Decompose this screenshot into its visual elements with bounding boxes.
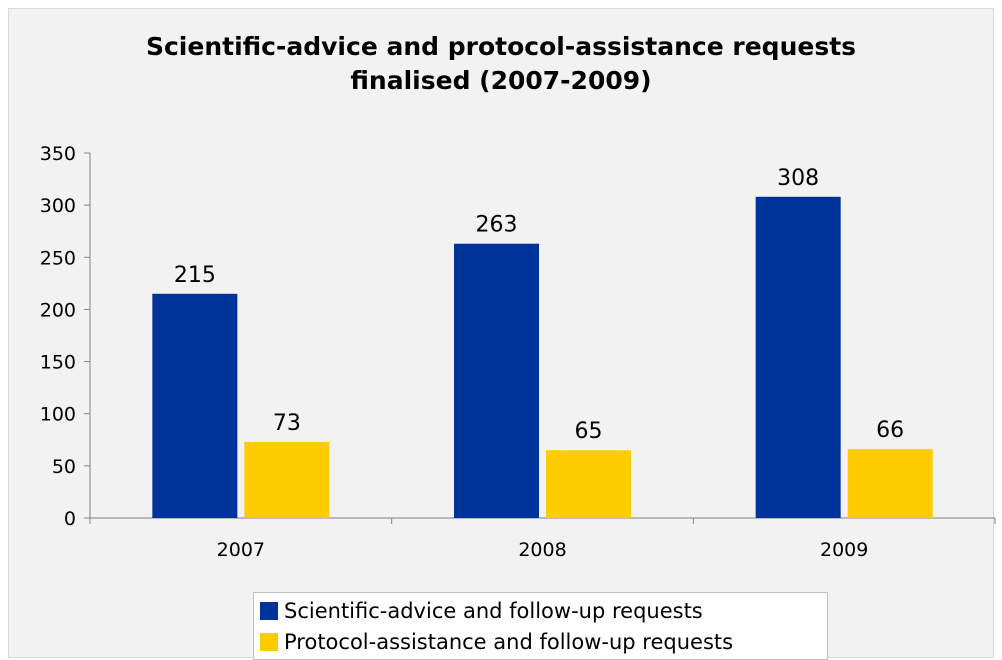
bar — [244, 441, 330, 518]
y-tick-label: 200 — [40, 299, 76, 321]
y-tick-label: 250 — [40, 247, 76, 269]
x-tick-label: 2007 — [217, 539, 265, 561]
bar — [152, 293, 238, 518]
bar — [546, 450, 631, 518]
y-tick-label: 50 — [52, 456, 76, 478]
x-tick-label: 2009 — [820, 539, 868, 561]
y-tick-label: 100 — [40, 404, 76, 426]
data-label: 308 — [777, 166, 819, 191]
legend-swatch-scientific-advice — [260, 601, 278, 620]
data-label: 263 — [476, 213, 518, 238]
data-label: 65 — [575, 419, 603, 444]
bar — [454, 243, 539, 518]
bar — [847, 449, 933, 518]
bar — [755, 196, 841, 519]
x-tick-label: 2008 — [518, 539, 566, 561]
legend: Scientific-advice and follow-up requests… — [253, 592, 828, 660]
y-tick-label: 350 — [40, 143, 76, 165]
data-label: 66 — [876, 418, 904, 443]
chart-title-line-1: Scientific-advice and protocol-assistanc… — [145, 32, 857, 61]
legend-swatch-protocol-assistance — [260, 632, 278, 651]
data-label: 215 — [174, 263, 216, 288]
legend-item-protocol-assistance: Protocol-assistance and follow-up reques… — [260, 626, 827, 657]
legend-label-protocol-assistance: Protocol-assistance and follow-up reques… — [284, 629, 734, 654]
data-label: 73 — [273, 411, 301, 436]
legend-label-scientific-advice: Scientific-advice and follow-up requests — [284, 598, 703, 623]
chart-title: Scientific-advice and protocol-assistanc… — [0, 30, 1002, 98]
y-tick-label: 0 — [64, 508, 76, 530]
y-tick-label: 150 — [40, 352, 76, 374]
legend-item-scientific-advice: Scientific-advice and follow-up requests — [260, 595, 827, 626]
y-tick-label: 300 — [40, 195, 76, 217]
chart-title-line-2: finalised (2007-2009) — [350, 66, 652, 95]
